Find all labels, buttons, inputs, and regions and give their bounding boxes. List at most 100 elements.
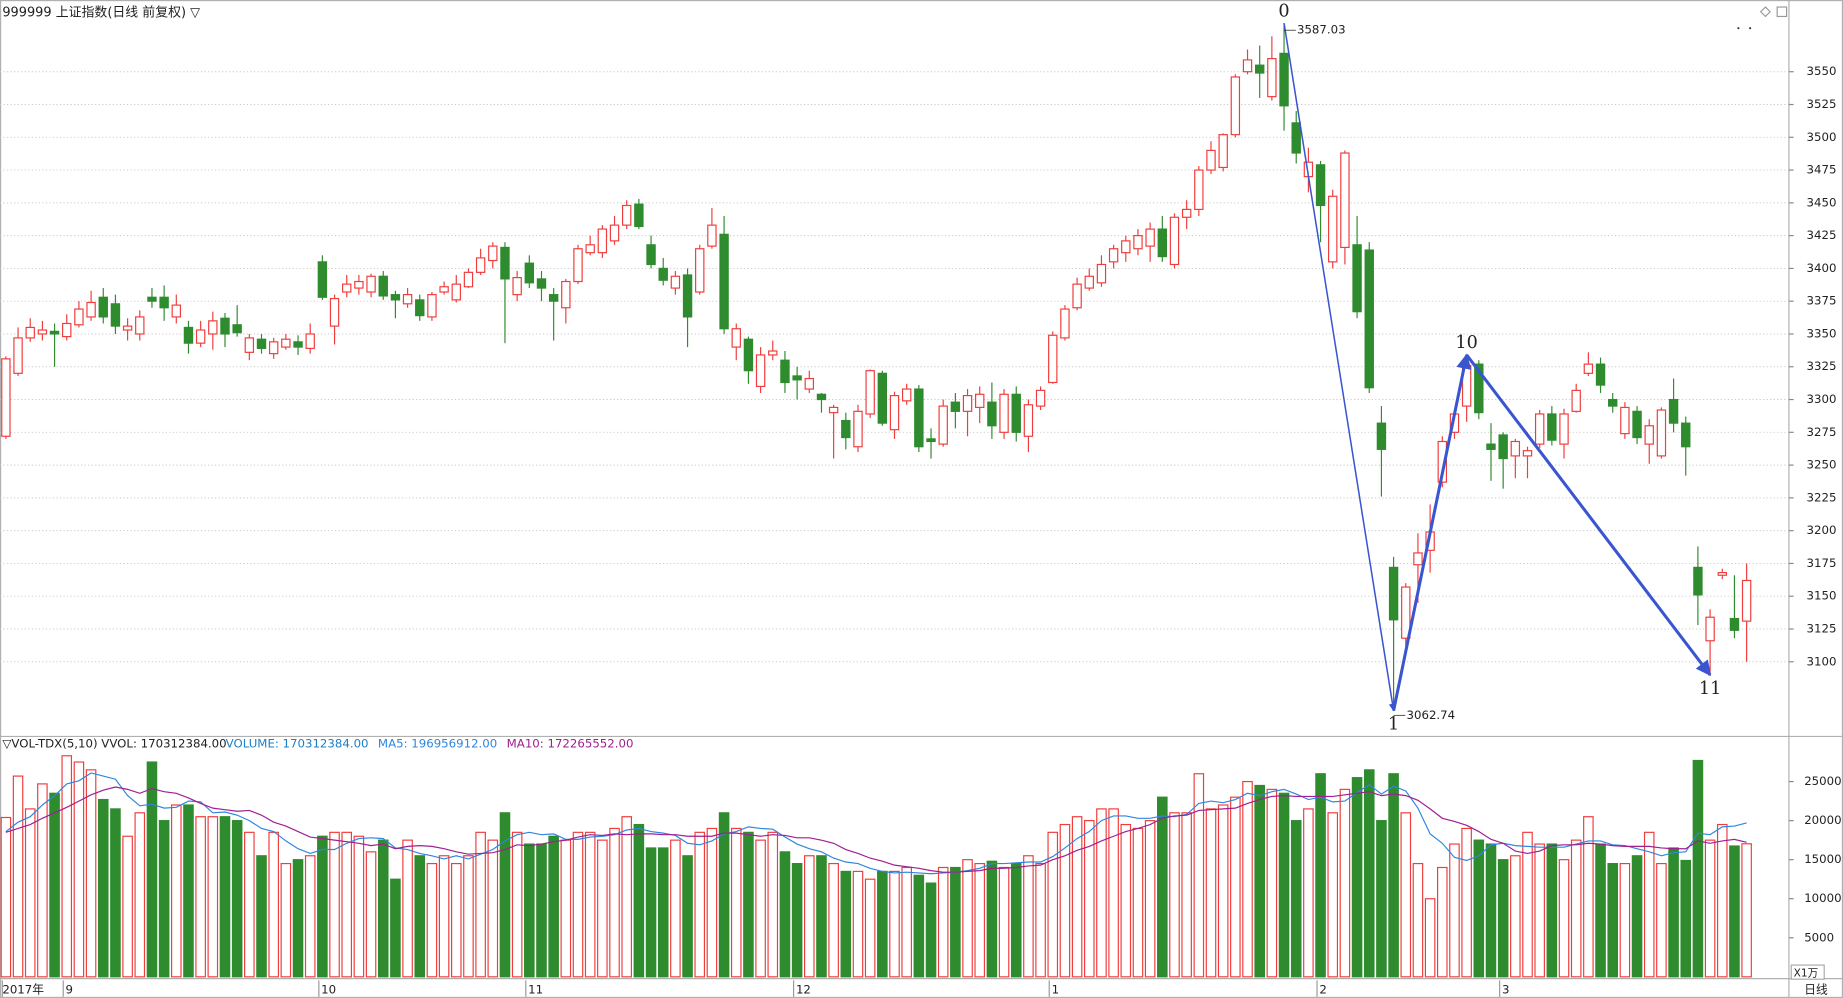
price-label: 3062.74 [1407, 708, 1456, 722]
volume-bar [548, 835, 559, 978]
candle-body [1413, 552, 1423, 566]
candle-body [378, 275, 388, 297]
volume-bar [171, 804, 182, 978]
candle-body [427, 294, 437, 318]
volume-bar [1363, 769, 1375, 978]
volume-bar [925, 882, 937, 978]
candle-body [999, 393, 1009, 433]
candle-body [402, 294, 413, 305]
y-tick-label: 3450 [1807, 195, 1837, 209]
candle-body [256, 338, 267, 349]
volume-bar [816, 855, 827, 978]
volume-bar [645, 847, 657, 978]
volume-bar [730, 827, 742, 978]
candle-body [1547, 413, 1557, 441]
volume-bar [682, 855, 693, 978]
volume-bar [998, 866, 1010, 978]
volume-bar [97, 798, 109, 978]
icon-window[interactable] [1776, 6, 1788, 18]
candle-body [1656, 409, 1667, 457]
candle-body [1267, 58, 1277, 98]
candle-body [1108, 248, 1119, 263]
volume-bar [317, 835, 328, 978]
candle-body [1522, 450, 1533, 457]
candle-body [1340, 152, 1350, 249]
candle-body [1048, 334, 1058, 384]
volume-bar [1534, 843, 1545, 978]
candle-body [1279, 52, 1289, 107]
volume-bar [0, 816, 12, 978]
ma-line [5, 772, 1747, 875]
candle-body [1023, 404, 1034, 437]
candle-body [938, 405, 948, 445]
y-tick-label: 5000 [1804, 930, 1834, 944]
volume-bar [12, 775, 24, 978]
candle-body [1632, 410, 1642, 439]
volume-bar [791, 862, 803, 978]
y-tick-label: 3225 [1807, 490, 1837, 504]
volume-bar [231, 820, 243, 978]
volume-bar [1327, 812, 1339, 978]
candle-body [281, 338, 291, 348]
volume-bar [597, 839, 608, 978]
volume-bar [122, 835, 133, 978]
volume-bar [524, 843, 535, 978]
candle-body [962, 395, 973, 412]
icon-diamond[interactable] [1759, 6, 1771, 18]
candle-body [950, 401, 961, 412]
candle-body [86, 301, 96, 318]
volume-bar [718, 812, 730, 978]
candle-body [1072, 283, 1082, 309]
candle-body [597, 228, 608, 254]
candle-body [74, 308, 84, 326]
wave-label: 0 [1278, 1, 1289, 21]
volume-bar [621, 816, 632, 978]
y-tick-label: 3375 [1807, 294, 1837, 308]
candle-body [755, 354, 766, 388]
volume-bar [913, 874, 925, 978]
candle-body [1060, 308, 1070, 339]
candle-body [585, 244, 595, 254]
volume-bar [755, 839, 766, 978]
candle-body [682, 274, 693, 318]
candle-body [646, 244, 656, 266]
candle-body [853, 410, 863, 448]
volume-bar [877, 870, 888, 978]
x-tick-label: 3 [1502, 982, 1509, 996]
candle-body [1668, 398, 1679, 424]
volume-bar [1169, 812, 1180, 978]
volume-bar [840, 870, 852, 978]
volume-bar [974, 862, 986, 978]
volume-bar [1461, 827, 1472, 978]
candle-body [1388, 566, 1399, 621]
candle-body [743, 338, 754, 372]
unit-label: X1万 [1794, 967, 1819, 979]
candle-body [707, 224, 717, 247]
y-tick-label: 3350 [1807, 326, 1837, 340]
candle-body [1181, 208, 1192, 218]
volume-bar [37, 783, 48, 978]
y-tick-label: 3125 [1807, 621, 1837, 635]
period-label: 日线 [1804, 982, 1828, 996]
candle-body [901, 388, 912, 402]
x-tick-label: 2 [1319, 982, 1326, 996]
volume-bar [1546, 843, 1558, 978]
volume-bar [304, 855, 316, 978]
volume-bar [743, 831, 754, 978]
y-tick-label: 3200 [1807, 523, 1837, 537]
candle-body [889, 395, 900, 431]
y-tick-label: 3100 [1807, 654, 1837, 668]
volume-bar [1217, 804, 1229, 978]
y-tick-label: 3175 [1807, 556, 1837, 570]
candle-body [1681, 422, 1691, 448]
candle-body [1011, 393, 1021, 433]
volume-bar [1290, 820, 1302, 978]
candle-body [13, 337, 23, 374]
candle-body [110, 303, 121, 327]
candle-body [415, 299, 425, 317]
candle-body [804, 377, 814, 390]
y-tick-label: 3400 [1807, 261, 1837, 275]
candle-body [1121, 240, 1131, 254]
volume-bar [779, 851, 791, 978]
